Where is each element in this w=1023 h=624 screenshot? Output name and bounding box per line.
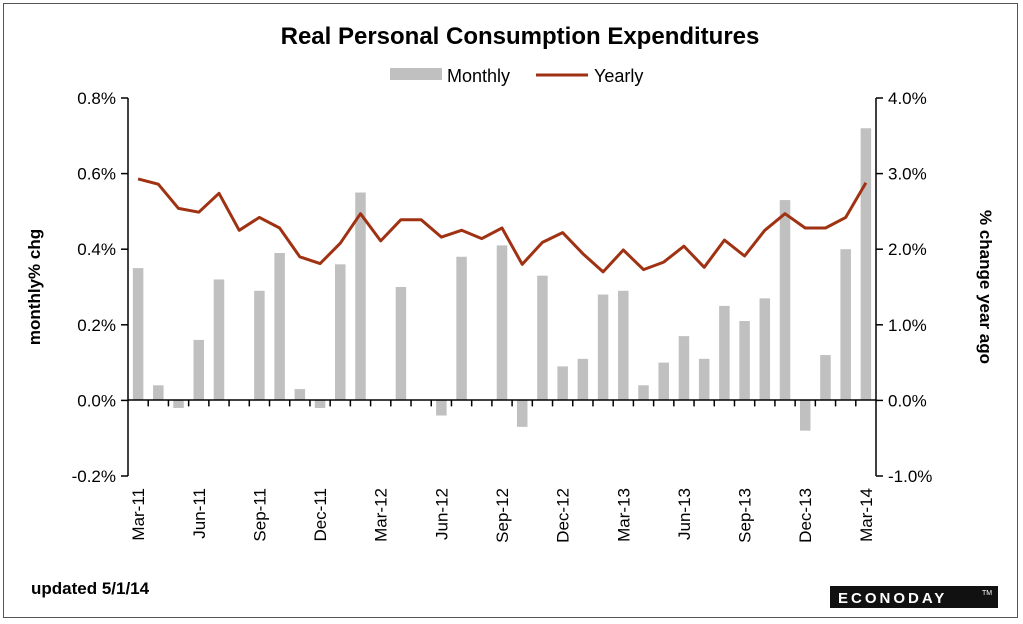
monthly-bar — [698, 358, 710, 401]
x-axis-ticks: Mar-11 Jun-11 Sep-11 Dec-11 Mar-12 Jun-12 Sep-… — [129, 400, 876, 543]
monthly-bar — [213, 279, 225, 401]
x-tick-label: Dec-12 — [554, 488, 573, 543]
monthly-bar — [597, 294, 609, 401]
x-tick-label: Mar-12 — [372, 488, 391, 542]
monthly-bar — [638, 385, 649, 401]
legend-yearly-label: Yearly — [594, 66, 643, 86]
left-tick-label: -0.2% — [72, 467, 116, 486]
monthly-bar — [274, 252, 285, 401]
x-tick-label: Sep-13 — [736, 488, 755, 543]
right-tick-label: 1.0% — [888, 316, 927, 335]
monthly-bar — [516, 400, 528, 427]
chart-title: Real Personal Consumption Expenditures — [281, 23, 760, 50]
monthly-bar — [860, 128, 872, 401]
right-axis-title: % change year ago — [976, 210, 995, 364]
monthly-bar — [537, 275, 548, 401]
monthly-bar — [678, 336, 690, 401]
monthly-bar — [820, 355, 831, 401]
left-axis-title: monthly% chg — [25, 229, 44, 345]
monthly-bar — [456, 256, 467, 401]
left-tick-label: 0.0% — [77, 391, 116, 410]
monthly-bars — [132, 128, 872, 431]
legend-monthly-label: Monthly — [447, 66, 510, 86]
x-tick-label: Dec-11 — [311, 488, 330, 542]
monthly-bar — [719, 305, 730, 401]
monthly-bar — [193, 339, 205, 401]
left-tick-label: 0.8% — [77, 89, 116, 108]
monthly-bar — [496, 245, 508, 401]
updated-note: updated 5/1/14 — [31, 579, 150, 598]
chart-frame: Real Personal Consumption Expenditures M… — [3, 3, 1018, 618]
x-tick-label: Mar-14 — [857, 488, 876, 542]
monthly-bar — [173, 400, 184, 408]
monthly-bar — [335, 264, 346, 401]
monthly-bar — [355, 192, 366, 401]
right-tick-label: 3.0% — [888, 165, 927, 184]
x-tick-label: Mar-13 — [614, 488, 633, 542]
x-tick-label: Dec-13 — [796, 488, 815, 543]
monthly-bar — [254, 290, 265, 401]
monthly-bar — [739, 321, 750, 401]
monthly-bar — [618, 290, 629, 401]
monthly-bar — [840, 249, 851, 401]
monthly-bar — [799, 400, 811, 431]
brand-name: ECONODAY — [838, 590, 947, 607]
chart-svg: Real Personal Consumption Expenditures M… — [25, 23, 998, 608]
monthly-bar — [314, 400, 326, 408]
right-tick-label: -1.0% — [888, 467, 932, 486]
yearly-line — [137, 177, 868, 274]
x-tick-label: Jun-12 — [432, 488, 451, 540]
legend-monthly-swatch — [390, 68, 442, 80]
left-axis-ticks: -0.2% 0.0% 0.2% 0.4% 0.6% 0.8% — [72, 89, 128, 486]
legend: Monthly Yearly — [390, 66, 643, 86]
left-tick-label: 0.2% — [77, 316, 116, 335]
brand-tm: TM — [982, 590, 992, 597]
left-tick-label: 0.6% — [77, 165, 116, 184]
monthly-bar — [294, 389, 306, 401]
monthly-bar — [577, 358, 589, 401]
x-tick-label: Sep-11 — [250, 488, 269, 542]
right-axis-ticks: -1.0% 0.0% 1.0% 2.0% 3.0% 4.0% — [876, 89, 932, 486]
econoday-logo: ECONODAY TM — [830, 586, 998, 608]
x-tick-label: Sep-12 — [493, 488, 512, 543]
monthly-bar — [132, 268, 144, 401]
monthly-bar — [779, 200, 791, 401]
monthly-bar — [759, 298, 771, 401]
monthly-bar — [395, 287, 407, 401]
left-tick-label: 0.4% — [77, 240, 116, 259]
right-tick-label: 2.0% — [888, 240, 927, 259]
x-tick-label: Jun-11 — [190, 488, 209, 539]
x-tick-label: Jun-13 — [675, 488, 694, 540]
right-tick-label: 4.0% — [888, 89, 927, 108]
monthly-bar — [153, 385, 164, 401]
monthly-bar — [658, 362, 669, 401]
monthly-bar — [557, 366, 568, 401]
monthly-bar — [436, 400, 447, 416]
x-tick-label: Mar-11 — [129, 488, 148, 541]
right-tick-label: 0.0% — [888, 391, 927, 410]
